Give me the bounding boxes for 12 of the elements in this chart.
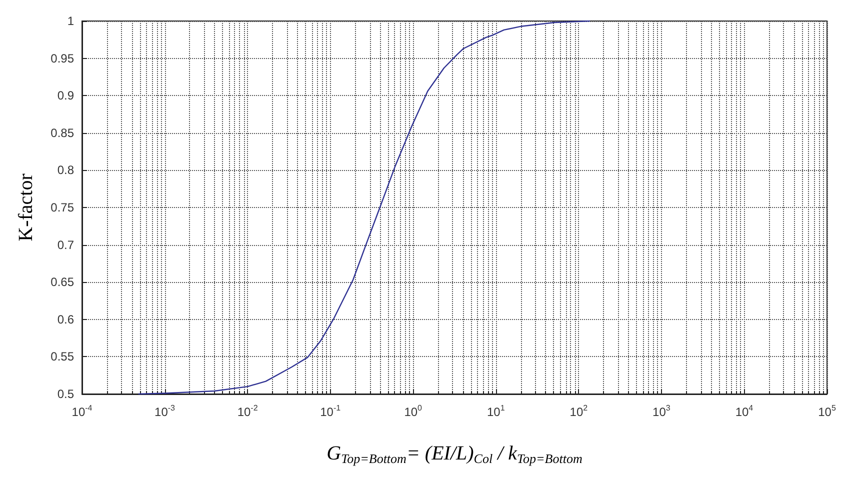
y-tick-label: 0.95	[50, 51, 74, 66]
y-tick-label: 1	[67, 14, 74, 28]
y-tick-label: 0.6	[57, 312, 74, 326]
y-tick-label: 0.7	[57, 238, 74, 252]
y-tick-label: 0.65	[50, 275, 74, 290]
y-axis-title: K-factor	[15, 173, 37, 242]
y-tick-label: 0.55	[50, 350, 74, 364]
y-tick-label: 0.75	[50, 200, 74, 214]
y-tick-label: 0.5	[57, 387, 74, 401]
y-tick-label: 0.9	[57, 88, 74, 103]
y-tick-label: 0.85	[50, 126, 74, 140]
y-tick-label: 0.8	[57, 163, 74, 178]
